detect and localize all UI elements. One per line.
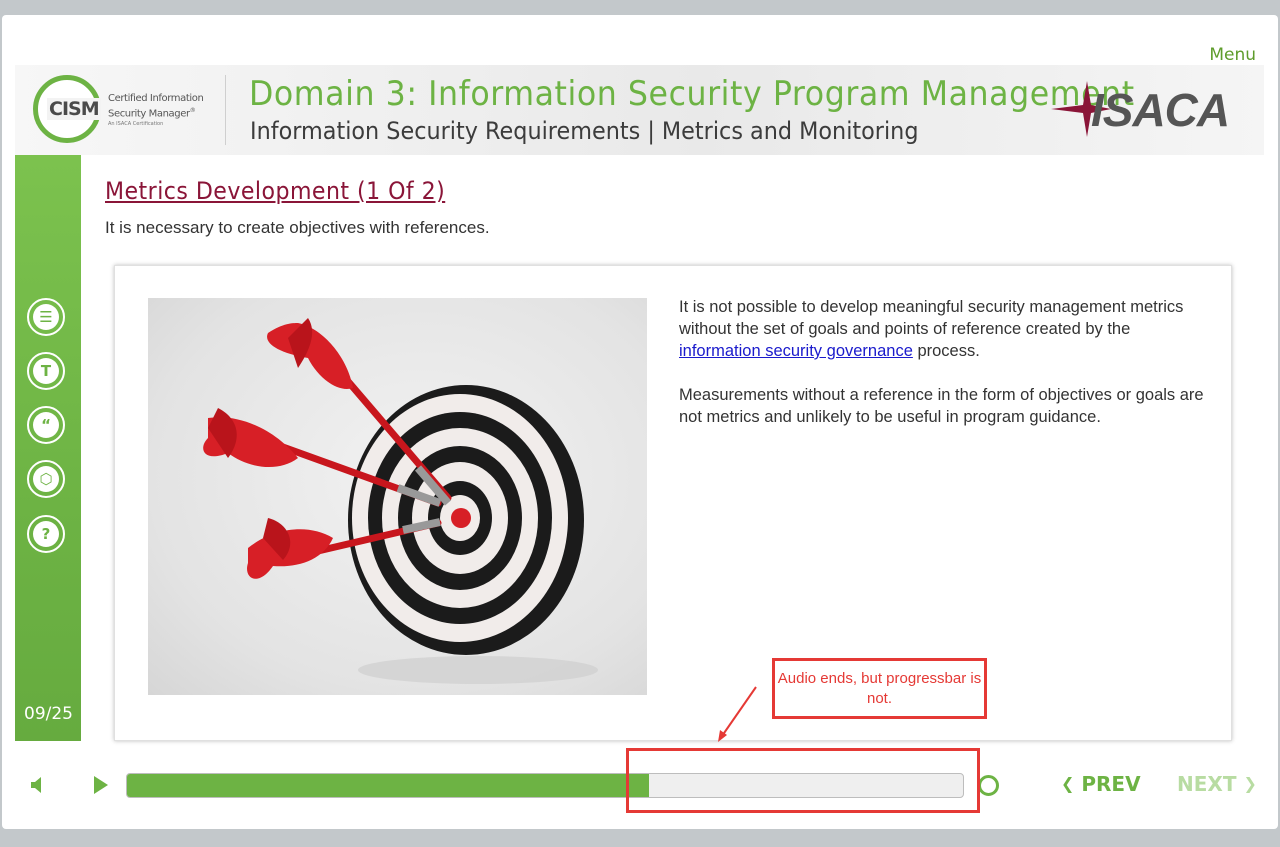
quote-icon-glyph: “ [33, 412, 59, 438]
resources-icon[interactable]: ⬡ [27, 460, 65, 498]
sidebar: ☰ T “ ⬡ ? 09/25 [15, 155, 81, 741]
annotation-callout: Audio ends, but progressbar is not. [772, 658, 987, 719]
information-security-governance-link[interactable]: information security governance [679, 342, 913, 360]
body-text: It is not possible to develop meaningful… [679, 296, 1214, 450]
notes-icon[interactable]: ☰ [27, 298, 65, 336]
menu-button[interactable]: Menu [1209, 45, 1256, 65]
header-divider [225, 75, 226, 145]
annotation-arrow-icon [718, 686, 757, 742]
chevron-left-icon: ❮ [1061, 774, 1075, 793]
content-card: It is not possible to develop meaningful… [114, 265, 1232, 741]
cism-logo: CISM Certified Information Security Mana… [33, 75, 208, 145]
isaca-logo-word: ISACA [1091, 84, 1230, 136]
quote-icon[interactable]: “ [27, 406, 65, 444]
chevron-right-icon: ❯ [1243, 774, 1257, 793]
help-icon[interactable]: ? [27, 515, 65, 553]
resources-icon-glyph: ⬡ [33, 466, 59, 492]
audio-progress-bar[interactable] [126, 773, 964, 798]
body-paragraph-2: Measurements without a reference in the … [679, 386, 1204, 426]
cism-logo-subtext: An ISACA Certification [108, 121, 164, 127]
body-paragraph-1: It is not possible to develop meaningful… [679, 298, 1184, 360]
play-icon[interactable] [92, 775, 110, 795]
transcript-icon-glyph: T [33, 358, 59, 384]
notes-icon-glyph: ☰ [33, 304, 59, 330]
domain-title: Domain 3: Information Security Program M… [249, 74, 1135, 114]
annotation-highlight-box [626, 748, 980, 813]
domain-subtitle: Information Security Requirements | Metr… [250, 117, 919, 145]
isaca-star-icon [1051, 81, 1111, 137]
page-counter: 09/25 [24, 704, 73, 724]
prev-button[interactable]: ❮ PREV [1061, 772, 1141, 796]
course-header: CISM Certified Information Security Mana… [15, 65, 1264, 155]
cism-logo-text: Certified Information Security Manager® [108, 93, 204, 120]
cism-logo-word: CISM [47, 98, 101, 120]
volume-icon[interactable] [29, 775, 49, 795]
transcript-icon[interactable]: T [27, 352, 65, 390]
dartboard-image [148, 298, 647, 695]
page-heading: Metrics Development (1 Of 2) [105, 177, 446, 205]
intro-text: It is necessary to create objectives wit… [105, 218, 490, 237]
isaca-logo: ISACA [1051, 79, 1231, 139]
next-button[interactable]: NEXT ❯ [1177, 772, 1257, 796]
audio-progress-fill [127, 774, 649, 797]
progress-end-indicator-icon[interactable] [978, 775, 999, 796]
dartboard-illustration [203, 318, 598, 684]
help-icon-glyph: ? [33, 521, 59, 547]
